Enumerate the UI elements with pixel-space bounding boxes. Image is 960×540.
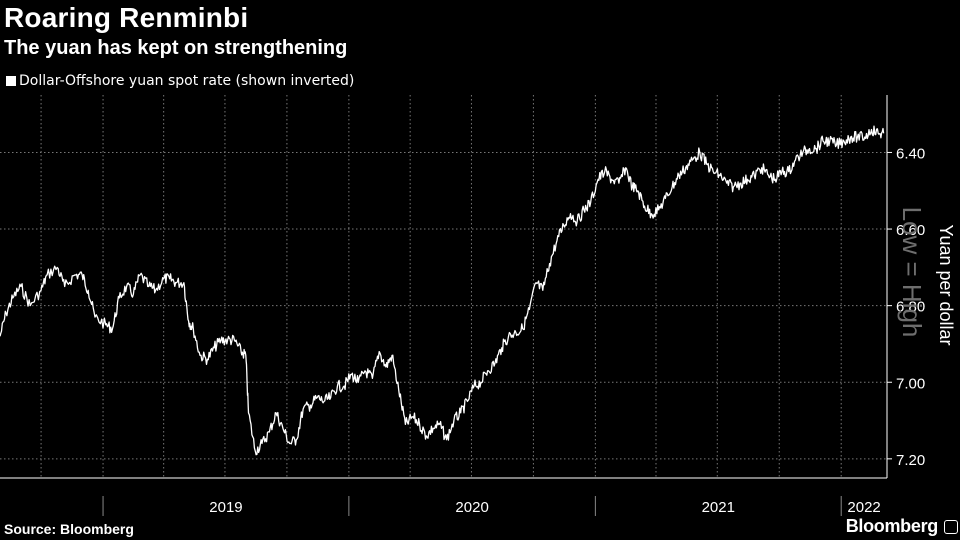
- legend-swatch: [6, 76, 16, 86]
- series-line-usdcnh: [0, 125, 885, 456]
- terminal-icon: [944, 520, 958, 534]
- y-tick-label: 7.20: [896, 452, 925, 469]
- brand-logo: Bloomberg: [845, 516, 939, 536]
- legend-label: Dollar-Offshore yuan spot rate (shown in…: [19, 73, 355, 89]
- y-tick-label: 7.00: [896, 375, 925, 392]
- x-tick-label: 2021: [702, 499, 735, 516]
- x-tick-label: 2020: [455, 499, 488, 516]
- y-axis-label: Yuan per dollar: [936, 224, 956, 345]
- watermark-label: Low = High: [897, 207, 927, 338]
- y-tick-label: 6.60: [896, 222, 925, 239]
- chart-title: Roaring Renminbi: [4, 2, 249, 33]
- y-tick-label: 6.40: [896, 145, 925, 162]
- chart-subtitle: The yuan has kept on strengthening: [4, 37, 348, 59]
- source-note: Source: Bloomberg: [4, 521, 134, 537]
- x-tick-label: 2022: [847, 499, 880, 516]
- chart-legend: Dollar-Offshore yuan spot rate (shown in…: [6, 73, 354, 89]
- y-tick-label: 6.80: [896, 299, 925, 316]
- x-tick-label: 2019: [209, 499, 242, 516]
